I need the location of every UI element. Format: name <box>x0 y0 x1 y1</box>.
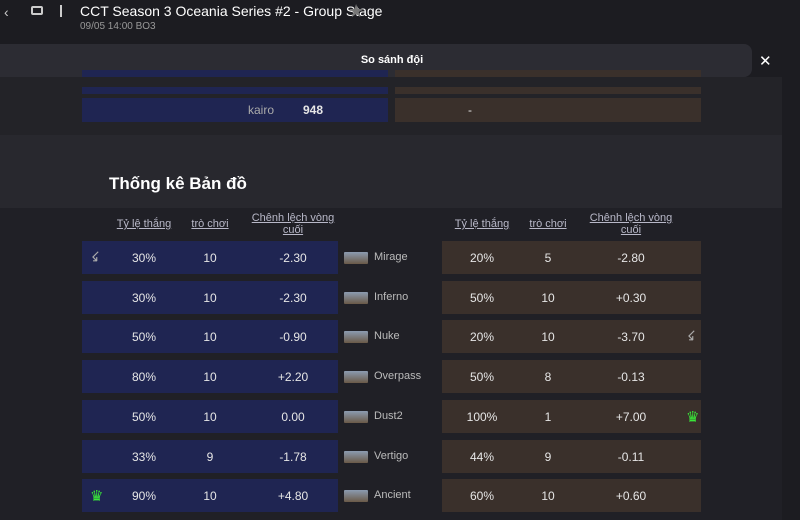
left-stat: 10 <box>203 489 217 504</box>
right-stat: +0.60 <box>615 489 647 504</box>
players-fade <box>0 77 782 87</box>
modal-title: So sánh đội <box>360 54 424 66</box>
left-stats <box>82 241 338 274</box>
map-thumb <box>344 490 368 503</box>
left-stats <box>82 479 338 513</box>
right-stat: 8 <box>544 370 552 385</box>
left-stat: +2.20 <box>277 370 309 385</box>
right-stat: 5 <box>544 251 552 265</box>
left-stat: 50% <box>131 409 157 424</box>
right-stat: -3.70 <box>617 330 645 345</box>
map-name: Vertigo <box>374 449 409 462</box>
right-stats <box>442 439 701 473</box>
left-stats <box>82 320 338 354</box>
right-stat: 50% <box>469 370 495 385</box>
left-stat: 10 <box>203 330 217 345</box>
map-thumb <box>344 331 368 344</box>
column-header[interactable]: Tỷ lệ thắng <box>454 218 510 230</box>
close-button[interactable]: ✕ <box>759 53 772 70</box>
right-stat: 44% <box>469 449 495 464</box>
right-stat: 20% <box>469 251 495 265</box>
map-name: Inferno <box>374 290 409 303</box>
map-name: Overpass <box>374 370 422 383</box>
left-stat: +4.80 <box>277 489 309 504</box>
tv-icon[interactable] <box>31 6 43 15</box>
right-stat: 1 <box>544 409 552 424</box>
right-stat: +0.30 <box>615 290 647 305</box>
section-panel <box>0 135 782 208</box>
right-stats <box>442 280 701 314</box>
map-thumb <box>344 252 368 264</box>
left-stat: 10 <box>203 251 217 265</box>
left-stat: 90% <box>131 489 157 504</box>
column-header[interactable]: Chênh lệch vòng cuối <box>251 212 335 236</box>
right-stat: 9 <box>544 449 552 464</box>
left-stat: -2.30 <box>279 290 307 305</box>
left-stat: 30% <box>131 290 157 305</box>
left-stat: 33% <box>131 449 157 464</box>
map-name: Nuke <box>374 330 400 343</box>
right-stat: -0.13 <box>617 370 645 385</box>
right-stat: 10 <box>541 330 555 345</box>
left-stat: 10 <box>203 370 217 385</box>
column-header[interactable]: trò chơi <box>529 218 567 230</box>
left-stat: -1.78 <box>279 449 307 464</box>
left-stat: 10 <box>203 290 217 305</box>
player-cell-right <box>395 98 701 122</box>
right-stat: 50% <box>469 290 495 305</box>
favorite-star[interactable]: ★ <box>348 1 365 21</box>
left-stats <box>82 360 338 394</box>
right-stats <box>442 399 701 433</box>
right-stat: 100% <box>466 409 498 424</box>
right-stat: 10 <box>541 489 555 504</box>
player-value: 948 <box>303 103 324 117</box>
left-stat: 0.00 <box>281 409 305 424</box>
map-thumb <box>344 450 368 463</box>
right-stat: 60% <box>469 489 495 504</box>
left-stat: 30% <box>131 251 157 265</box>
right-stats <box>442 479 701 513</box>
column-header[interactable]: Chênh lệch vòng cuối <box>589 212 673 236</box>
map-name: Mirage <box>374 251 408 263</box>
player-name: kairo <box>247 103 274 117</box>
section-title: Thống kê Bản đồ <box>109 174 247 193</box>
right-stat: -0.11 <box>617 449 645 464</box>
right-stats <box>442 241 701 274</box>
right-stat: 10 <box>541 290 555 305</box>
left-stat: 80% <box>131 370 157 385</box>
map-name: Ancient <box>374 489 411 502</box>
right-stat: +7.00 <box>615 409 647 424</box>
crown-icon: ♛ <box>686 408 700 426</box>
map-thumb <box>344 371 368 384</box>
column-header[interactable]: trò chơi <box>191 218 229 230</box>
left-stat: 50% <box>131 330 157 345</box>
left-stats <box>82 399 338 433</box>
back-button[interactable]: ‹ <box>4 4 9 20</box>
right-stat: -2.80 <box>617 251 645 265</box>
left-stats <box>82 280 338 314</box>
left-stats <box>82 439 338 473</box>
match-title: CCT Season 3 Oceania Series #2 - Group S… <box>80 3 383 19</box>
match-subtitle: 09/05 14:00 BO3 <box>80 21 156 32</box>
left-stat: -0.90 <box>279 330 307 345</box>
map-thumb <box>344 410 368 423</box>
left-stat: 10 <box>203 409 217 424</box>
right-stat: 20% <box>469 330 495 345</box>
game-icon <box>60 5 68 17</box>
left-stat: 9 <box>206 449 214 464</box>
player-right: - <box>468 103 472 117</box>
right-stats <box>442 320 701 354</box>
left-stat: -2.30 <box>279 251 307 265</box>
map-thumb <box>344 291 368 304</box>
player-cell <box>82 98 388 122</box>
right-stats <box>442 360 701 394</box>
map-name: Dust2 <box>374 409 403 422</box>
column-header[interactable]: Tỷ lệ thắng <box>116 218 172 230</box>
crown-icon: ♛ <box>90 488 104 506</box>
